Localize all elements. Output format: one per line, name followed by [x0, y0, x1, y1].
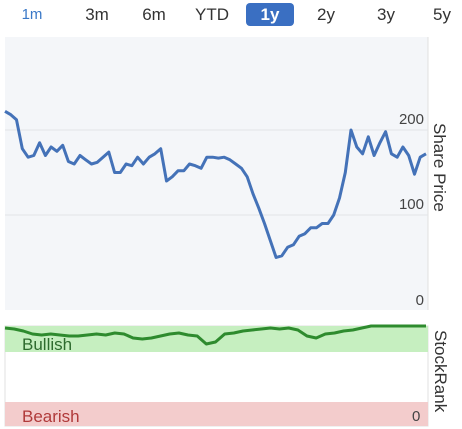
tab-1y[interactable]: 1y: [246, 3, 294, 26]
stockrank-axis-label: StockRank: [431, 330, 450, 413]
stockrank-line: [4, 324, 426, 346]
rank-y-tick: 0: [412, 408, 420, 425]
tab-2y[interactable]: 2y: [317, 5, 335, 24]
time-range-tabs: 1m 3m 6m YTD 1y 2y 3y 5y: [0, 0, 462, 28]
price-y-tick: 200: [399, 111, 424, 128]
bearish-label: Bearish: [22, 407, 80, 426]
price-plot-background: [5, 37, 428, 310]
price-y-ticks: 0 100 200: [399, 111, 424, 309]
tab-3m[interactable]: 3m: [85, 5, 109, 24]
bullish-label: Bullish: [22, 335, 72, 354]
tab-ytd[interactable]: YTD: [195, 5, 229, 24]
tab-6m[interactable]: 6m: [142, 5, 166, 24]
share-price-axis-label: Share Price: [430, 123, 449, 212]
tab-5y[interactable]: 5y: [433, 5, 451, 24]
price-y-tick: 100: [399, 196, 424, 213]
share-price-line: [4, 110, 427, 259]
price-y-tick: 0: [416, 292, 424, 309]
tab-3y[interactable]: 3y: [377, 5, 395, 24]
tab-1m[interactable]: 1m: [21, 6, 43, 23]
price-grid: [5, 129, 428, 216]
bearish-zone: [5, 402, 428, 426]
